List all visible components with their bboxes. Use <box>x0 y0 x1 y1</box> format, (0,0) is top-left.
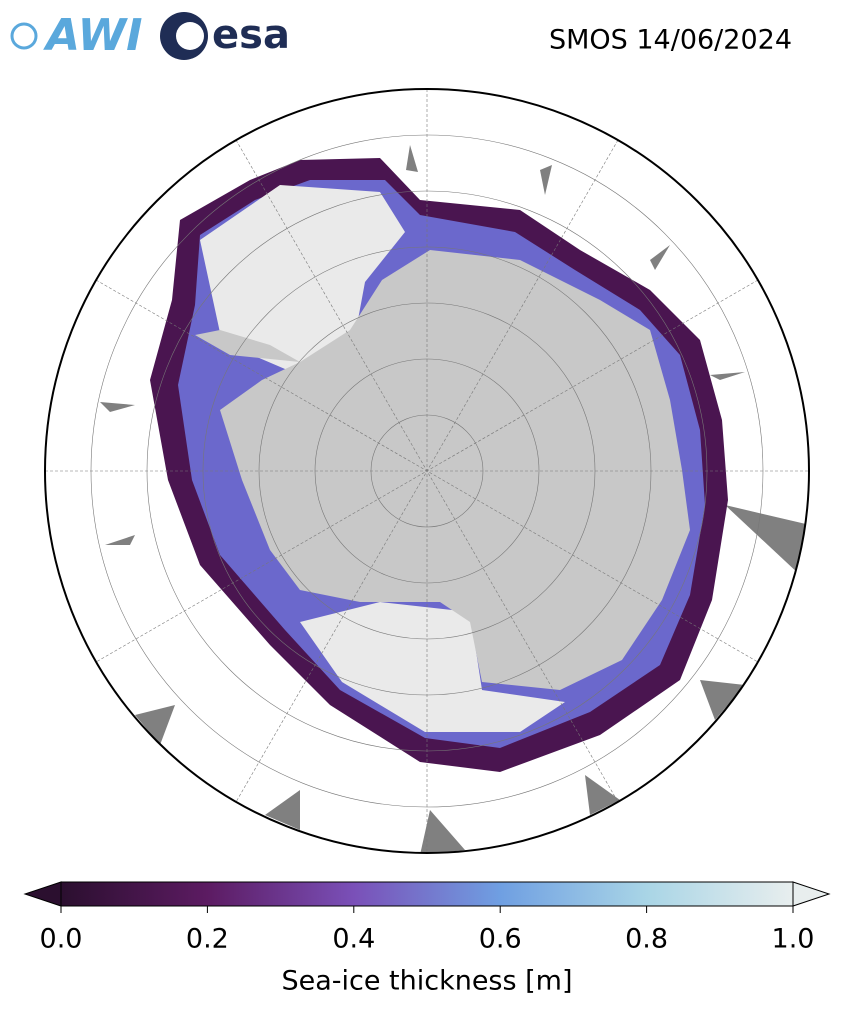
colorbar-tick-label: 0.0 <box>40 924 83 955</box>
colorbar: Sea-ice thickness [m] 0.0 0.2 0.4 0.6 0.8 1.0 <box>23 881 831 997</box>
colorbar-extend-high <box>792 881 831 907</box>
colorbar-tick-label: 0.6 <box>479 924 522 955</box>
land-fragments <box>100 145 809 853</box>
logo-text: esa <box>212 12 290 58</box>
esa-logo: esa <box>160 12 290 60</box>
colorbar-tick-label: 0.2 <box>186 924 229 955</box>
colorbar-tick-label: 1.0 <box>772 924 815 955</box>
colorbar-extend-low <box>23 881 62 907</box>
map-title: SMOS 14/06/2024 <box>549 25 792 56</box>
sea-ice-thick <box>200 185 565 732</box>
awi-logo: AWI <box>10 10 143 61</box>
colorbar-tick-label: 0.4 <box>332 924 375 955</box>
logo-text: AWI <box>43 10 143 61</box>
antarctica <box>195 250 690 690</box>
map-frame <box>44 88 810 854</box>
map <box>45 89 809 853</box>
colorbar-label: Sea-ice thickness [m] <box>281 966 572 997</box>
colorbar-tick-label: 0.8 <box>625 924 668 955</box>
colorbar-bar <box>60 881 794 907</box>
graticule <box>45 89 809 853</box>
